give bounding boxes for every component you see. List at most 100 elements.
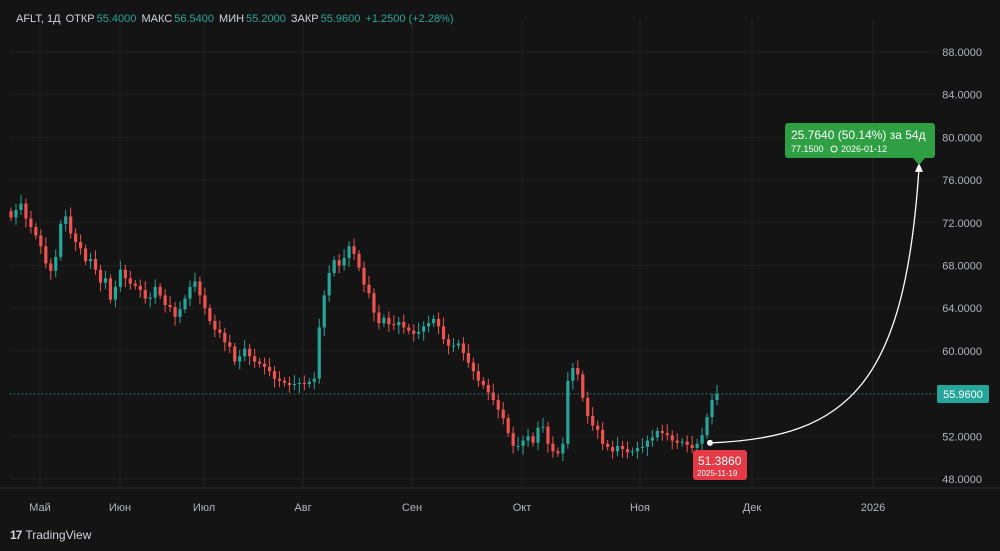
candle-body (601, 429, 605, 444)
candle-body (511, 433, 515, 446)
target-date: 2026-01-12 (841, 144, 887, 154)
candle-body (243, 348, 247, 357)
candle-body (218, 329, 222, 333)
tradingview-brand[interactable]: 17 TradingView (10, 528, 91, 542)
candle-body (645, 440, 649, 447)
candle-body (133, 283, 137, 286)
candle-body (307, 381, 311, 384)
candle-body (665, 433, 669, 436)
candle-body (158, 286, 162, 296)
candle-body (173, 307, 177, 317)
candle-body (670, 435, 674, 441)
candle-body (9, 211, 13, 218)
candle-body (630, 451, 635, 453)
candle-body (476, 371, 480, 381)
tradingview-logo-icon: 17 (10, 528, 22, 542)
candle-body (471, 362, 475, 372)
candle-body (685, 441, 689, 445)
candle-body (461, 343, 466, 354)
candle-body (29, 218, 33, 228)
candle-body (292, 383, 296, 386)
candle-body (566, 380, 570, 444)
candle-body (640, 446, 645, 449)
candle-body (700, 435, 704, 444)
candle-body (451, 345, 456, 347)
candle-body (59, 223, 63, 257)
target-headline: 25.7640 (50.14%) за 54д (791, 128, 926, 142)
candle-body (496, 400, 500, 410)
candle-body (148, 297, 152, 299)
candle-body (113, 286, 118, 300)
candle-body (352, 246, 356, 254)
candle-body (422, 326, 426, 332)
candle-body (203, 295, 207, 309)
candle-body (620, 445, 625, 450)
start-value: 51.3860 (698, 454, 742, 468)
candle-body (586, 397, 590, 417)
candle-body (143, 290, 147, 299)
x-tick-label: Дек (743, 502, 762, 514)
candle-body (88, 259, 93, 262)
x-tick-label: Май (29, 502, 51, 514)
candle-body (501, 409, 505, 419)
candle-body (123, 269, 127, 279)
candle-body (282, 380, 287, 383)
y-tick-label: 84.0000 (942, 90, 982, 102)
target-callout (785, 123, 935, 158)
ticker-label[interactable]: AFLT, 1Д (16, 13, 61, 25)
candle-body (436, 318, 441, 327)
projection-curve (709, 167, 920, 444)
candle-body (108, 278, 113, 300)
candle-body (93, 259, 98, 270)
target-price: 77.1500 (791, 144, 824, 154)
brand-name: TradingView (25, 528, 92, 542)
candle-body (571, 367, 575, 381)
candle-body (238, 356, 242, 362)
candle-body (551, 443, 555, 452)
change-value: +1.2500 (+2.28%) (365, 13, 454, 25)
open-label: ОТКР (65, 13, 95, 25)
candle-body (561, 443, 565, 454)
candle-body (680, 441, 684, 443)
x-tick-label: Июн (109, 502, 131, 514)
candle-body (591, 416, 595, 426)
candle-body (367, 284, 371, 294)
candle-body (14, 209, 18, 218)
candle-body (262, 363, 267, 367)
close-value: 55.9600 (320, 13, 361, 25)
candle-body (377, 312, 381, 324)
candle-body (407, 327, 411, 331)
x-tick-label: 2026 (861, 502, 885, 514)
x-tick-label: Ноя (630, 502, 650, 514)
candle-body (655, 430, 659, 438)
high-value: 56.5400 (174, 13, 214, 25)
y-tick-label: 64.0000 (942, 303, 982, 315)
candle-body (705, 417, 709, 436)
candle-body (481, 380, 485, 386)
candle-body (432, 318, 436, 324)
candle-body (178, 309, 182, 317)
candle-body (357, 253, 361, 268)
candle-body (372, 293, 376, 313)
candle-body (491, 392, 495, 401)
candle-body (193, 281, 197, 287)
candle-body (257, 361, 262, 364)
candle-body (625, 449, 630, 453)
start-badge (693, 450, 747, 480)
candle-body (362, 267, 366, 285)
target-callout-pointer (913, 158, 925, 165)
candle-body (322, 295, 326, 328)
candle-body (690, 444, 694, 449)
candle-body (103, 278, 108, 283)
candle-body (536, 427, 540, 443)
candle-body (79, 242, 83, 249)
projection-arrow-icon (915, 162, 923, 172)
candle-body (19, 203, 23, 210)
candle-body (64, 216, 68, 224)
candle-body (233, 346, 237, 362)
candle-body (446, 339, 451, 346)
candle-body (441, 326, 446, 340)
candle-body (576, 367, 580, 375)
